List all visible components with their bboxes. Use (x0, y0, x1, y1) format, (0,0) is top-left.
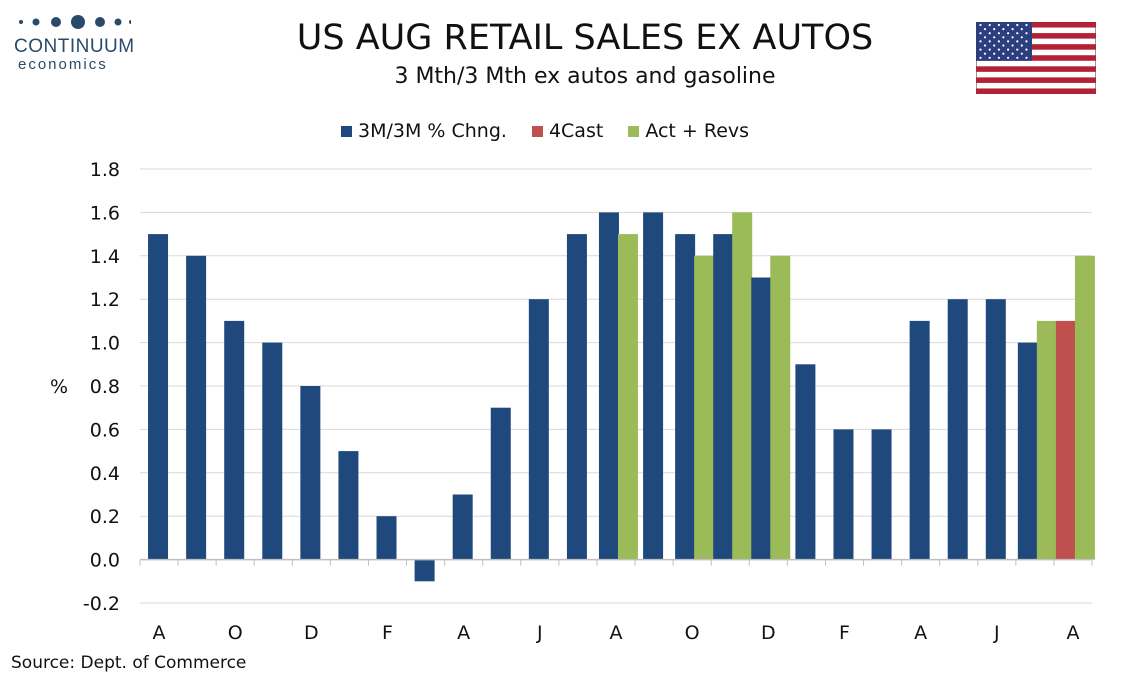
legend-item-act-revs: Act + Revs (628, 120, 749, 142)
y-tick-label: 0.2 (90, 506, 120, 528)
bar-navy (675, 234, 696, 560)
y-tick-label: -0.2 (83, 593, 120, 615)
bar-green (617, 234, 638, 560)
legend-label-3m3m: 3M/3M % Chng. (358, 120, 507, 142)
bar-navy (452, 494, 473, 560)
y-tick-label: 1.2 (90, 289, 120, 311)
bar-navy (262, 342, 283, 560)
bar-navy (566, 234, 587, 560)
x-tick-label: A (610, 622, 623, 644)
logo-subtitle: economics (18, 56, 108, 73)
bar-navy (985, 299, 1006, 560)
bar-navy (598, 212, 619, 560)
bar-navy (490, 407, 511, 560)
bar-navy (751, 277, 772, 560)
bar-navy (300, 386, 321, 560)
y-tick-label: 0.8 (90, 376, 120, 398)
x-tick-label: A (1066, 622, 1079, 644)
x-tick-label: J (993, 622, 1000, 644)
bar-navy (224, 320, 245, 560)
logo-wordmark: CONTINUUM (14, 36, 135, 57)
x-tick-label: J (536, 622, 543, 644)
legend-swatch-red (531, 125, 543, 137)
y-tick-label: 1.4 (90, 246, 120, 268)
legend-swatch-navy (341, 125, 352, 137)
bar-red (1055, 320, 1076, 560)
x-tick-label: D (761, 622, 776, 644)
chart-title: US AUG RETAIL SALES EX AUTOS (296, 18, 874, 58)
y-tick-label: 0.6 (90, 419, 120, 441)
chart-subtitle: 3 Mth/3 Mth ex autos and gasoline (394, 64, 776, 89)
y-axis-label: % (50, 376, 68, 398)
bar-navy (148, 234, 169, 560)
bar-navy (713, 234, 734, 560)
us-flag-icon (976, 22, 1096, 94)
y-tick-label: 1.8 (90, 159, 120, 181)
x-tick-label: F (382, 622, 393, 644)
bar-navy (1017, 342, 1038, 560)
x-tick-label: D (304, 622, 319, 644)
source-note: Source: Dept. of Commerce (11, 653, 247, 673)
y-tick-label: 1.0 (90, 333, 120, 355)
bar-navy (186, 255, 207, 560)
chart-legend: 3M/3M % Chng. 4Cast Act + Revs (341, 119, 774, 143)
bar-navy (947, 299, 968, 560)
x-tick-label: A (153, 622, 166, 644)
bar-navy (909, 320, 930, 560)
legend-item-3m3m: 3M/3M % Chng. (341, 120, 507, 142)
legend-label-act-revs: Act + Revs (645, 120, 750, 142)
x-tick-label: O (685, 622, 700, 644)
bar-navy (338, 451, 359, 560)
legend-item-4cast: 4Cast (531, 120, 604, 142)
y-tick-label: 0.4 (90, 463, 120, 485)
bar-green (694, 255, 715, 560)
bar-navy (643, 212, 664, 560)
x-tick-label: O (228, 622, 243, 644)
bar-navy (376, 516, 397, 560)
legend-swatch-green (628, 125, 640, 137)
x-tick-label: A (914, 622, 927, 644)
x-tick-label: F (839, 622, 850, 644)
bar-navy (833, 429, 854, 560)
bar-green (1074, 255, 1095, 560)
continuum-economics-logo: CONTINUUM economics (10, 12, 135, 74)
bar-navy (795, 364, 816, 560)
bar-navy (871, 429, 892, 560)
bar-green (770, 255, 791, 560)
bar-green (732, 212, 753, 560)
legend-label-4cast: 4Cast (548, 120, 604, 142)
x-tick-label: A (457, 622, 470, 644)
logo-dots-icon (19, 15, 131, 29)
y-tick-label: 0.0 (90, 550, 120, 572)
bar-navy (414, 559, 435, 582)
bar-navy (528, 299, 549, 560)
y-tick-label: 1.6 (90, 202, 120, 224)
bar-green (1036, 320, 1057, 560)
